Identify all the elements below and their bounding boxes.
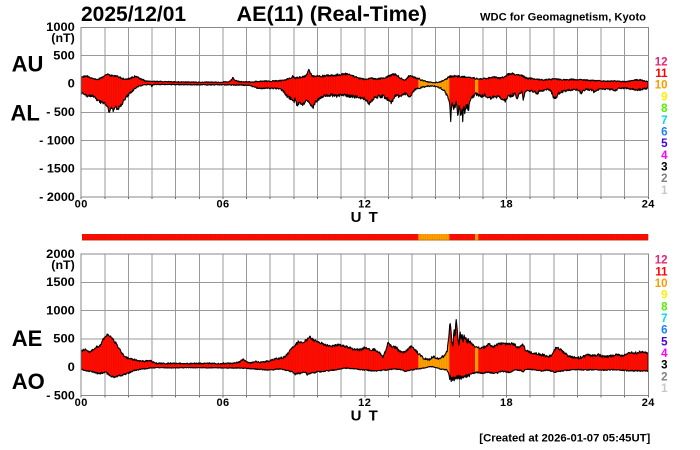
svg-text:(nT): (nT)	[51, 260, 75, 272]
svg-text:U T: U T	[351, 209, 380, 226]
svg-text:11: 11	[655, 68, 668, 80]
svg-text:7: 7	[661, 115, 667, 127]
svg-text:1000: 1000	[46, 306, 75, 318]
svg-text:- 1000: - 1000	[39, 135, 75, 147]
svg-text:11: 11	[655, 266, 668, 278]
svg-text:3: 3	[661, 360, 667, 372]
svg-text:9: 9	[661, 290, 667, 302]
svg-text:1500: 1500	[46, 277, 75, 289]
svg-text:3: 3	[661, 161, 667, 173]
svg-text:AE(11) (Real-Time): AE(11) (Real-Time)	[237, 3, 428, 26]
svg-text:WDC for Geomagnetism, Kyoto: WDC for Geomagnetism, Kyoto	[480, 12, 646, 24]
svg-text:06: 06	[216, 199, 229, 211]
svg-text:5: 5	[661, 336, 668, 348]
svg-text:1000: 1000	[46, 22, 75, 34]
svg-text:2025/12/01: 2025/12/01	[81, 3, 186, 26]
svg-text:U T: U T	[351, 407, 380, 424]
svg-text:6: 6	[661, 126, 667, 138]
svg-text:24: 24	[642, 397, 656, 409]
svg-text:5: 5	[661, 138, 668, 150]
svg-text:0: 0	[68, 79, 75, 91]
svg-text:- 500: - 500	[46, 390, 75, 402]
svg-text:1: 1	[661, 383, 668, 395]
svg-text:12: 12	[358, 397, 371, 409]
svg-text:500: 500	[53, 334, 75, 346]
svg-text:[Created at 2026-01-07 05:45UT: [Created at 2026-01-07 05:45UT]	[479, 433, 650, 445]
svg-text:AO: AO	[12, 369, 45, 394]
svg-text:00: 00	[75, 199, 88, 211]
svg-text:8: 8	[661, 103, 668, 115]
svg-text:10: 10	[655, 278, 668, 290]
svg-text:AE: AE	[12, 326, 43, 351]
svg-text:0: 0	[68, 362, 75, 374]
svg-text:AL: AL	[11, 101, 40, 126]
svg-text:- 2000: - 2000	[39, 192, 75, 204]
svg-text:- 1500: - 1500	[39, 164, 75, 176]
svg-text:AU: AU	[12, 52, 44, 77]
svg-text:8: 8	[661, 301, 668, 313]
svg-text:6: 6	[661, 325, 667, 337]
svg-text:18: 18	[500, 397, 513, 409]
svg-text:4: 4	[661, 348, 668, 360]
svg-text:00: 00	[75, 397, 88, 409]
svg-text:18: 18	[500, 199, 513, 211]
svg-text:10: 10	[655, 80, 668, 92]
svg-text:2: 2	[661, 173, 667, 185]
svg-text:500: 500	[53, 50, 75, 62]
svg-text:12: 12	[358, 199, 371, 211]
svg-text:7: 7	[661, 313, 667, 325]
svg-text:24: 24	[642, 199, 656, 211]
svg-text:2: 2	[661, 371, 667, 383]
svg-text:1: 1	[661, 185, 668, 197]
svg-text:06: 06	[216, 397, 229, 409]
svg-text:12: 12	[655, 255, 668, 267]
svg-text:4: 4	[661, 150, 668, 162]
svg-text:12: 12	[655, 56, 668, 68]
svg-text:(nT): (nT)	[51, 33, 75, 45]
svg-text:2000: 2000	[46, 249, 75, 261]
svg-text:- 500: - 500	[46, 107, 75, 119]
svg-text:9: 9	[661, 91, 667, 103]
